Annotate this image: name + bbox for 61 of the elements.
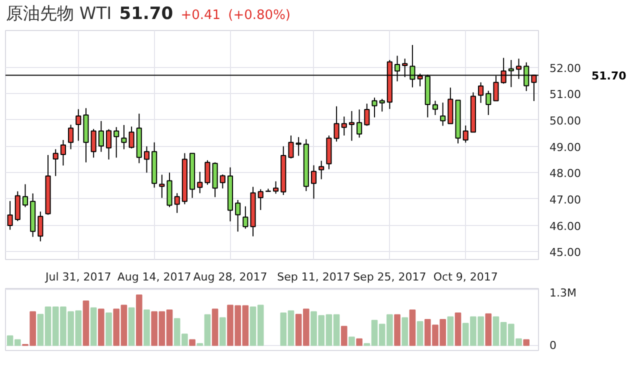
candlestick — [197, 171, 203, 194]
text: 51.70 — [119, 4, 174, 24]
candlestick — [432, 100, 438, 116]
candlestick — [273, 180, 279, 194]
candlestick — [52, 148, 58, 177]
chart-title: 原油先物 WTI — [6, 4, 112, 24]
y-tick-label: 47.00 — [550, 193, 581, 206]
x-tick-label: Sep 25, 2017 — [353, 270, 426, 284]
candlestick — [114, 126, 120, 158]
candlestick — [76, 108, 82, 142]
x-tick-label: Jul 31, 2017 — [44, 270, 112, 284]
candlestick — [318, 160, 324, 180]
y-tick-label: 49.00 — [550, 140, 581, 154]
candlestick — [159, 174, 165, 198]
candlestick — [379, 98, 385, 112]
candlestick — [235, 200, 241, 232]
candlestick — [204, 160, 210, 186]
x-tick-label: Oct 9, 2017 — [433, 270, 498, 284]
candlestick — [14, 190, 20, 222]
y-tick-label: 0 — [550, 338, 556, 352]
candlestick — [356, 108, 362, 138]
candlestick — [121, 124, 127, 150]
candlestick — [60, 140, 66, 166]
candlestick — [98, 120, 104, 152]
candlestick — [348, 110, 354, 142]
x-tick-label: Aug 28, 2017 — [193, 270, 268, 284]
candlestick — [440, 102, 446, 126]
candlestick — [174, 192, 180, 214]
y-tick-label: 1.3M — [550, 286, 576, 300]
candlestick — [486, 90, 492, 116]
candlestick — [364, 103, 370, 126]
candlestick — [220, 174, 226, 189]
x-tick-label: Aug 14, 2017 — [117, 270, 192, 284]
candlestick — [106, 128, 112, 160]
candlestick — [22, 184, 28, 208]
candlestick — [334, 106, 340, 142]
candlestick — [478, 82, 484, 104]
candlestick — [341, 116, 347, 136]
candlestick — [258, 188, 264, 211]
candlestick — [144, 146, 150, 174]
ref-line-label: 51.70 — [592, 70, 627, 83]
y-tick-label: 46.00 — [550, 220, 581, 233]
candlestick — [288, 135, 294, 159]
x-tick-label: Sep 11, 2017 — [277, 270, 350, 284]
text: (+0.80%) — [228, 8, 291, 23]
text: +0.41 — [180, 8, 221, 23]
candlestick — [310, 164, 317, 200]
y-tick-label: 45.00 — [550, 246, 581, 260]
y-tick-label: 48.00 — [550, 167, 581, 180]
y-tick-label: 52.00 — [550, 62, 581, 75]
candlestick — [296, 136, 302, 156]
candlestick — [372, 97, 378, 118]
candlestick — [242, 206, 248, 230]
candlestick — [462, 125, 468, 144]
y-tick-label: 50.00 — [550, 114, 581, 128]
candlestick — [90, 128, 96, 158]
candlestick — [38, 211, 44, 242]
y-tick-label: 51.00 — [550, 88, 581, 102]
candlestick — [7, 200, 13, 230]
candlestick — [128, 126, 134, 149]
candlestick — [68, 124, 74, 150]
